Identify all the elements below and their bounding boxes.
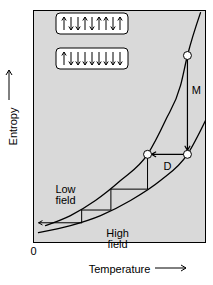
svg-text:M: M	[192, 84, 201, 96]
svg-text:Lowfield: Lowfield	[55, 183, 75, 206]
svg-text:0: 0	[30, 245, 36, 257]
svg-text:Temperature: Temperature	[89, 263, 151, 275]
svg-text:D: D	[164, 160, 172, 172]
svg-text:Highfield: Highfield	[106, 227, 129, 250]
svg-text:Entropy: Entropy	[7, 107, 19, 145]
